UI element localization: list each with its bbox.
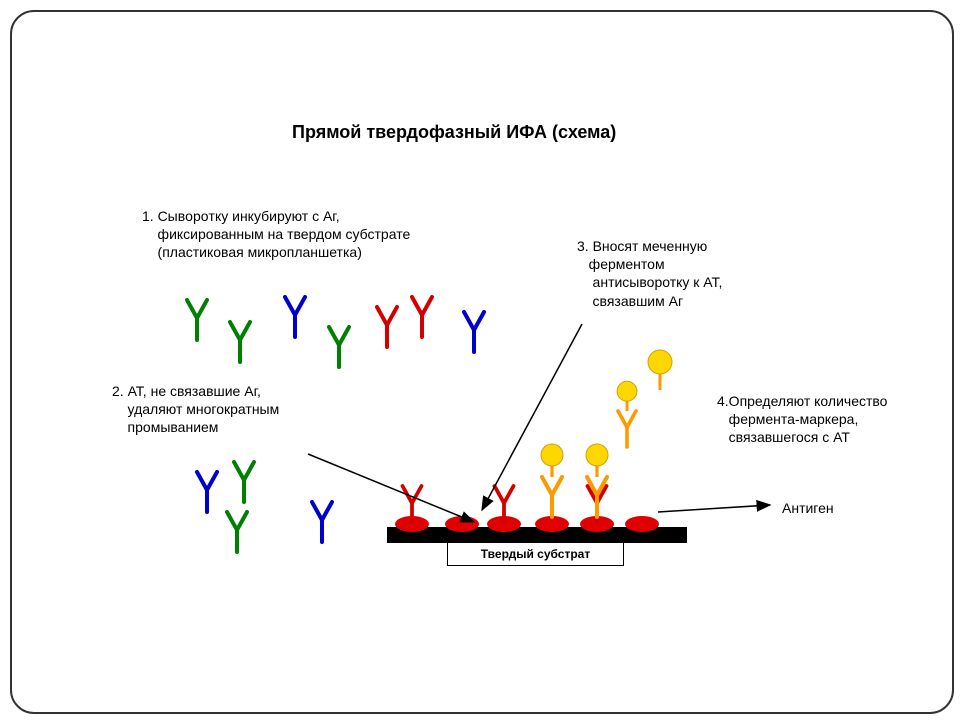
secondary-antibody-icon [586,444,608,517]
enzyme-marker-icon [586,444,608,466]
antigen-blob [535,516,569,532]
antibody-y-icon [403,486,422,524]
antigen-blob [395,516,429,532]
substrate-label-box: Твердый субстрат [447,542,624,566]
step-2-label: 2. АТ, нe связавшие Аг, удаляют многокра… [112,382,279,437]
diagram-title: Прямой твердофазный ИФА (схема) [292,122,616,143]
antibody-y-icon [377,307,397,347]
antibody-y-icon [285,297,305,337]
antibody-y-icon [234,462,254,502]
antibody-y-icon [197,472,217,512]
step-3-label: 3. Вносят меченную ферментом антисыворот… [577,237,722,310]
antibody-y-icon [464,312,484,352]
arrow-line [658,505,770,512]
antigen-blob [625,516,659,532]
secondary-antibody-icon [541,444,563,517]
solid-substrate-bar [387,527,687,543]
substrate-label: Твердый субстрат [481,547,590,561]
enzyme-marker-icon [541,444,563,466]
antibody-y-icon [412,297,432,337]
antigen-blob [580,516,614,532]
enzyme-marker-icon [617,381,637,401]
enzyme-marker-icon [648,350,672,374]
antigen-label: Антиген [782,499,834,517]
antibody-y-icon [495,486,514,524]
diagram-canvas [12,12,952,712]
antibody-y-icon [187,300,207,340]
antibody-y-icon [230,322,250,362]
step-1-label: 1. Сывopoтку инкубируют с Аг, фиксирован… [142,207,410,262]
arrow-line [308,454,474,522]
antibody-y-icon [312,502,332,542]
antibody-y-icon [588,486,607,524]
arrow-line [482,324,582,510]
secondary-antibody-icon [617,381,637,447]
antigen-blob [487,516,521,532]
antibody-y-icon [227,512,247,552]
antigen-blob [445,516,479,532]
diagram-frame: Прямой твердофазный ИФА (схема) 1. Сывop… [10,10,954,714]
antibody-y-icon [329,327,349,367]
step-4-label: 4.Определяют количество фермента-маркера… [717,392,887,447]
